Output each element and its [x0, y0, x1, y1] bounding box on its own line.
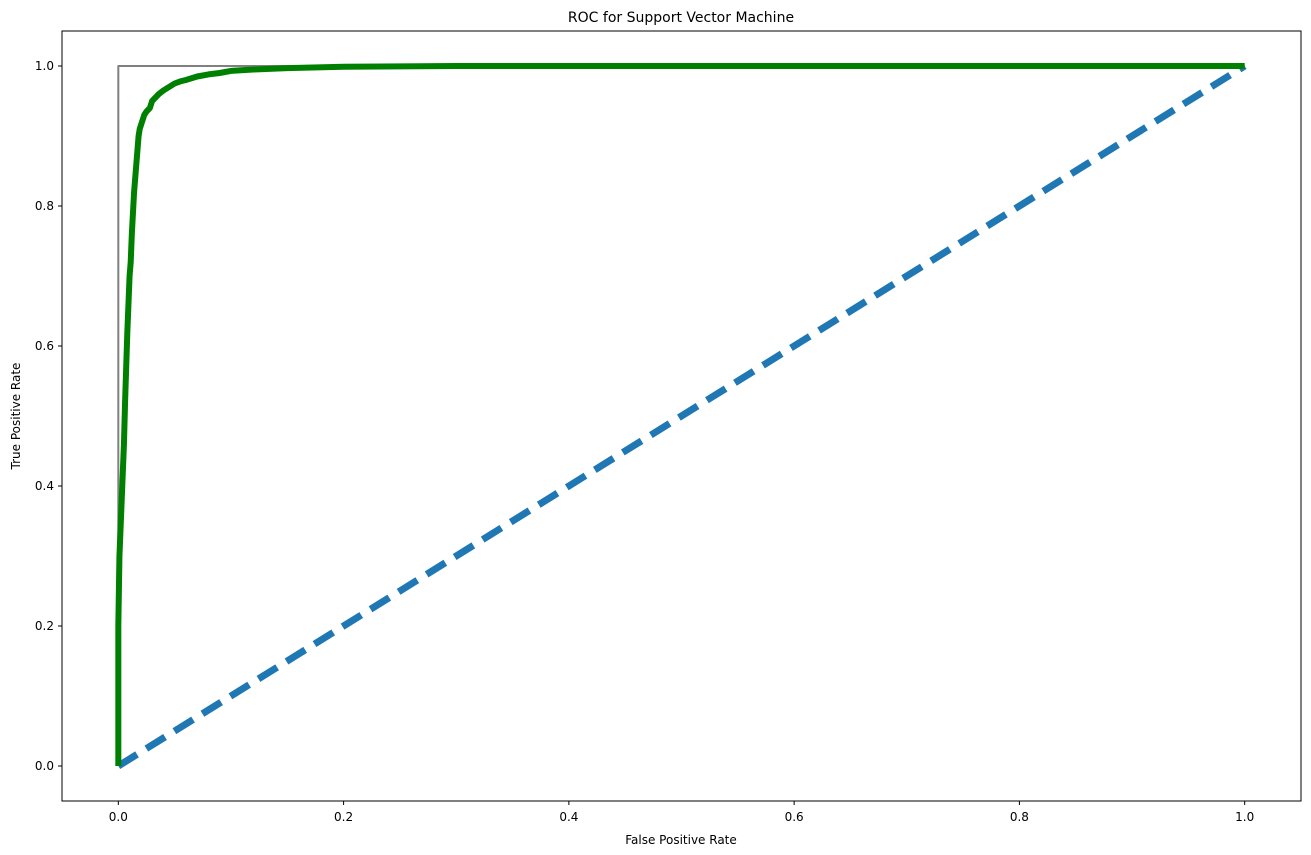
chart-title: ROC for Support Vector Machine [568, 10, 794, 26]
series-line-2 [115, 63, 1245, 766]
y-tick-label: 0.0 [35, 759, 54, 773]
series-line-1 [116, 63, 1247, 769]
x-tick-label: 0.8 [1010, 810, 1029, 824]
x-tick-label: 0.2 [334, 810, 353, 824]
x-axis-label: False Positive Rate [625, 833, 737, 847]
x-tick-label: 0.0 [109, 810, 128, 824]
y-tick-label: 0.6 [35, 339, 54, 353]
y-axis-label: True Positive Rate [9, 363, 23, 471]
y-tick-label: 0.8 [35, 199, 54, 213]
plot-frame [61, 30, 1302, 802]
x-tick-label: 0.4 [559, 810, 578, 824]
x-tick-label: 0.6 [785, 810, 804, 824]
y-tick-label: 1.0 [35, 59, 54, 73]
y-tick-label: 0.2 [35, 619, 54, 633]
x-tick-label: 1.0 [1235, 810, 1254, 824]
y-tick-label: 0.4 [35, 479, 54, 493]
